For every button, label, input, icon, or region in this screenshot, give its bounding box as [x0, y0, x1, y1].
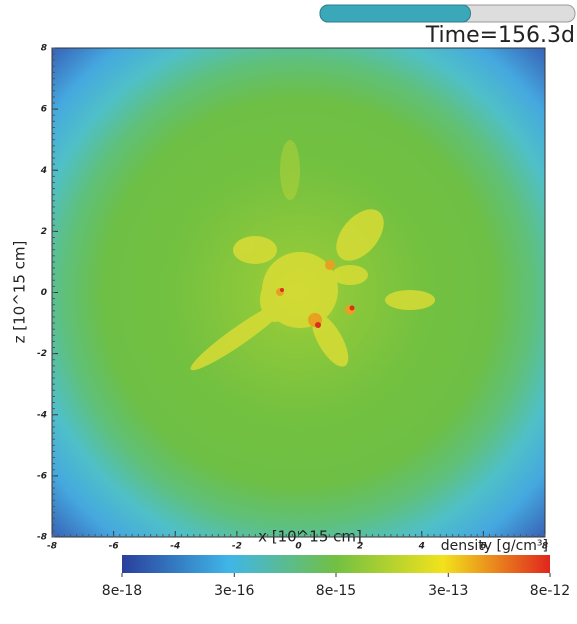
colorbar-tick-label: 8e-18: [102, 583, 142, 599]
y-tick-label: 0: [41, 288, 47, 298]
x-axis-label: x [10^15 cm]: [258, 528, 362, 546]
x-tick-label: 6: [480, 542, 486, 552]
x-tick-label: -6: [109, 542, 119, 552]
colorbar-tick-label: 8e-15: [316, 583, 356, 599]
density-field: [52, 48, 545, 537]
x-tick-label: -4: [170, 542, 180, 552]
y-tick-label: -8: [37, 533, 47, 543]
y-tick-label: 6: [41, 105, 47, 115]
y-tick-label: 2: [41, 227, 47, 237]
x-tick-label: 0: [295, 542, 301, 552]
colorbar-tick-label: 8e-12: [530, 583, 570, 599]
y-tick-label: -2: [37, 349, 47, 359]
y-tick-label: -4: [37, 410, 47, 420]
y-tick-label: -6: [37, 471, 47, 481]
colorbar-tick-label: 3e-16: [214, 583, 254, 599]
y-tick-label: 4: [40, 166, 47, 176]
colorbar-label: density [g/cm³]: [441, 538, 548, 554]
time-label: Time=156.3d: [425, 23, 575, 48]
x-tick-label: 8: [542, 542, 548, 552]
y-tick-label: 8: [41, 44, 47, 54]
x-tick-label: 2: [357, 542, 363, 552]
progress-fill: [319, 4, 471, 23]
x-tick-label: -2: [232, 542, 242, 552]
y-axis-label: z [10^15 cm]: [11, 241, 29, 344]
colorbar: [122, 555, 550, 573]
x-tick-label: 4: [418, 542, 425, 552]
x-tick-label: -8: [47, 542, 57, 552]
colorbar-tick-label: 3e-13: [428, 583, 468, 599]
